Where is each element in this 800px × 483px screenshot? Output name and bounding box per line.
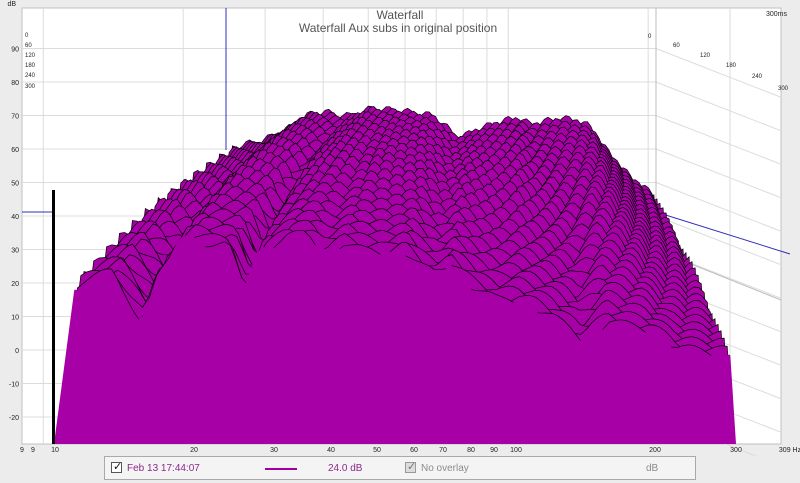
time-tick-left: 60 bbox=[25, 43, 32, 49]
y-tick-label: 80 bbox=[11, 80, 19, 87]
x-tick-label: 30 bbox=[270, 447, 278, 454]
x-tick-label: 9 bbox=[20, 447, 24, 454]
time-tick-right: 120 bbox=[700, 53, 711, 59]
cursor-h-line-right bbox=[655, 211, 791, 255]
grid-line-side bbox=[655, 215, 782, 266]
y-tick-label: 90 bbox=[11, 47, 19, 54]
time-axis-label: 300ms bbox=[766, 11, 788, 18]
legend-unit: dB bbox=[646, 463, 659, 474]
legend-bar: ✓ Feb 13 17:44:07 24.0 dB ✓ No overlay d… bbox=[104, 456, 696, 480]
time-tick-left: 0 bbox=[25, 33, 29, 39]
y-tick-label: 40 bbox=[11, 214, 19, 221]
x-tick-label: 20 bbox=[190, 447, 198, 454]
chart-title: Waterfall bbox=[377, 8, 424, 22]
time-tick-right: 0 bbox=[648, 34, 652, 40]
x-tick-label: 309 Hz bbox=[779, 447, 800, 454]
x-tick-label: 9 bbox=[31, 447, 35, 454]
time-tick-right: 240 bbox=[752, 74, 763, 80]
y-tick-label: 60 bbox=[11, 147, 19, 154]
slice-left-edge bbox=[52, 190, 55, 444]
trace-color-swatch[interactable] bbox=[265, 468, 297, 470]
time-tick-left: 240 bbox=[25, 73, 36, 79]
overlay-label: No overlay bbox=[421, 463, 469, 474]
x-tick-label: 300 bbox=[730, 447, 742, 454]
grid-line-side bbox=[655, 148, 782, 199]
x-tick-label: 200 bbox=[649, 447, 661, 454]
trace-offset[interactable]: 24.0 dB bbox=[328, 463, 363, 474]
grid-line-side bbox=[655, 182, 782, 232]
y-tick-label: 20 bbox=[11, 281, 19, 288]
y-tick-label: 70 bbox=[11, 114, 19, 121]
waterfall-slices bbox=[54, 105, 736, 444]
measurement-checkbox[interactable]: ✓ bbox=[111, 461, 123, 473]
x-tick-label: 50 bbox=[373, 447, 381, 454]
x-tick-label: 40 bbox=[327, 447, 335, 454]
grid-line-side bbox=[655, 48, 782, 98]
x-tick-label: 80 bbox=[467, 447, 475, 454]
time-tick-left: 180 bbox=[25, 63, 36, 69]
time-tick-right: 180 bbox=[726, 63, 737, 69]
y-tick-label: 10 bbox=[11, 315, 19, 322]
waterfall-slice bbox=[54, 234, 736, 444]
x-tick-label: 60 bbox=[410, 447, 418, 454]
y-tick-label: 0 bbox=[15, 348, 19, 355]
chart-subtitle: Waterfall Aux subs in original position bbox=[299, 21, 497, 35]
time-tick-left: 300 bbox=[25, 84, 36, 90]
y-tick-label: 50 bbox=[11, 181, 19, 188]
measurement-name[interactable]: Feb 13 17:44:07 bbox=[127, 463, 200, 474]
x-tick-label: 70 bbox=[439, 447, 447, 454]
grid-line-side bbox=[655, 81, 782, 132]
x-tick-label: 10 bbox=[51, 447, 59, 454]
time-tick-right: 300 bbox=[778, 86, 789, 92]
overlay-checkbox[interactable]: ✓ bbox=[405, 461, 417, 473]
x-tick-label: 100 bbox=[510, 447, 522, 454]
x-tick-label: 90 bbox=[490, 447, 498, 454]
time-tick-right: 60 bbox=[673, 43, 680, 49]
y-tick-label: -20 bbox=[9, 415, 19, 422]
time-tick-left: 120 bbox=[25, 53, 36, 59]
y-tick-label: -10 bbox=[9, 382, 19, 389]
grid-line-side bbox=[655, 115, 782, 165]
y-tick-label: 30 bbox=[11, 248, 19, 255]
y-axis-label: dB bbox=[7, 1, 16, 8]
